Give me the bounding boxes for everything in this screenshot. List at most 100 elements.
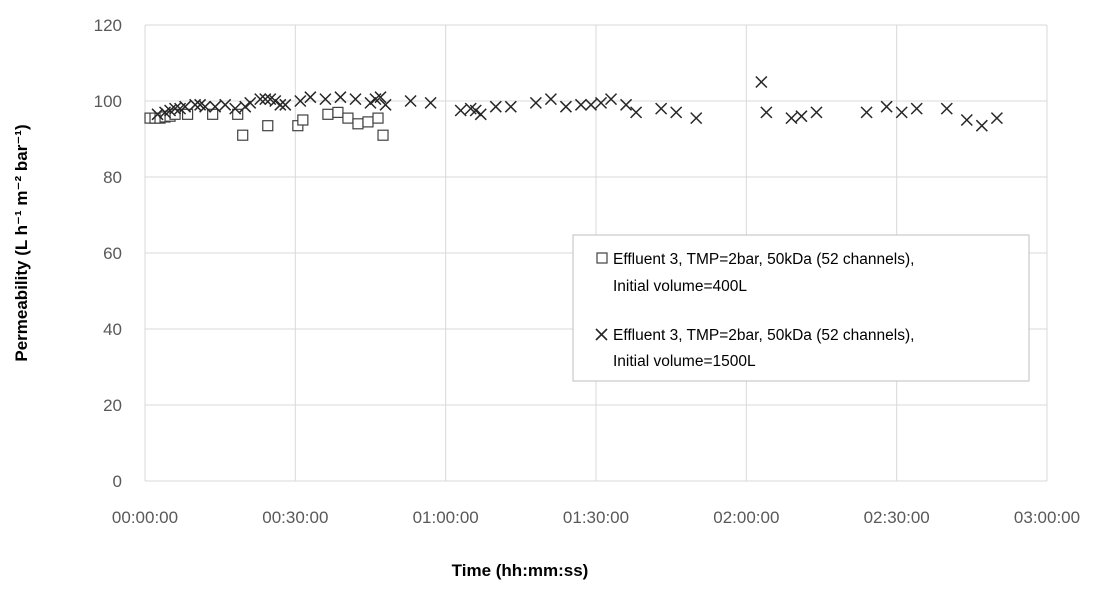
y-tick-labels: 0 20 40 60 80 100 120 — [94, 16, 122, 491]
y-tick-label: 40 — [103, 320, 122, 339]
x-tick-label: 01:00:00 — [413, 508, 479, 527]
legend-label-series-2-line-2: Initial volume=1500L — [613, 353, 756, 370]
data-point-x — [760, 106, 773, 119]
data-point-square — [237, 129, 249, 141]
data-point-x — [219, 98, 232, 111]
x-tick-label: 01:30:00 — [563, 508, 629, 527]
x-tick-labels: 00:00:00 00:30:00 01:00:00 01:30:00 02:00:00… — [112, 508, 1080, 527]
data-point-x — [620, 98, 633, 111]
data-point-x — [655, 102, 668, 115]
data-point-x — [895, 106, 908, 119]
data-point-x — [454, 104, 467, 117]
data-point-x — [239, 100, 252, 113]
data-point-x — [670, 106, 683, 119]
legend-label-series-1-line-2: Initial volume=400L — [613, 278, 747, 295]
data-point-square — [362, 116, 374, 128]
data-point-x — [910, 102, 923, 115]
data-point-x — [424, 96, 437, 109]
legend-label-series-2-line-1: Effluent 3, TMP=2bar, 50kDa (52 channels… — [613, 327, 914, 344]
data-point-x — [504, 100, 517, 113]
legend-box — [572, 234, 1030, 382]
data-point-x — [584, 98, 598, 111]
data-point-x — [279, 98, 292, 111]
data-point-x — [209, 100, 222, 113]
y-tick-label: 100 — [94, 92, 122, 111]
x-tick-label: 00:00:00 — [112, 508, 178, 527]
data-point-x — [594, 96, 608, 109]
legend-entry-series-1: Effluent 3, TMP=2bar, 50kDa (52 channels… — [596, 251, 914, 295]
data-point-x — [630, 106, 643, 119]
data-series — [144, 75, 1003, 141]
data-point-x — [785, 112, 798, 125]
data-point-x — [294, 94, 307, 108]
data-point-x — [199, 100, 212, 113]
data-point-x — [254, 93, 267, 106]
data-point-x — [574, 98, 587, 111]
data-point-x — [189, 98, 202, 111]
data-point-x — [334, 91, 347, 104]
legend-x-marker-icon — [595, 328, 608, 341]
data-point-x — [151, 108, 164, 121]
data-point-x — [274, 98, 287, 111]
data-point-x — [364, 96, 377, 109]
data-point-x — [244, 96, 257, 109]
data-point-square — [181, 108, 194, 120]
data-point-square — [232, 108, 244, 120]
data-point-x — [349, 93, 362, 106]
data-point-x — [960, 113, 973, 127]
data-point-x — [304, 91, 317, 104]
data-point-x — [880, 100, 893, 113]
data-point-x — [179, 100, 192, 113]
data-point-x — [795, 110, 808, 123]
data-point-square — [352, 118, 364, 130]
data-point-x — [529, 96, 542, 109]
y-axis-title: Permeability (L h⁻¹ m⁻² bar⁻¹) — [12, 124, 31, 361]
x-tick-label: 03:00:00 — [1014, 508, 1080, 527]
data-point-x — [860, 106, 873, 119]
data-point-square — [322, 108, 334, 120]
data-point-x — [469, 104, 482, 117]
data-point-x — [990, 112, 1003, 125]
legend: Effluent 3, TMP=2bar, 50kDa (52 channels… — [572, 234, 1030, 382]
data-point-square — [372, 112, 384, 124]
data-point-x — [489, 100, 502, 113]
data-point-x — [544, 93, 557, 106]
series-1 — [144, 106, 389, 141]
data-point-x — [319, 93, 332, 106]
data-point-square — [332, 106, 344, 119]
legend-label-series-1-line-1: Effluent 3, TMP=2bar, 50kDa (52 channels… — [613, 251, 914, 268]
data-point-x — [810, 106, 823, 119]
legend-entry-series-2: Effluent 3, TMP=2bar, 50kDa (52 channels… — [595, 327, 914, 370]
data-point-x — [975, 119, 988, 132]
data-point-x — [690, 112, 703, 125]
data-point-x — [605, 93, 618, 106]
y-tick-label: 20 — [103, 396, 122, 415]
data-point-x — [229, 102, 242, 115]
data-point-x — [169, 102, 182, 115]
x-axis-title: Time (hh:mm:ss) — [452, 561, 589, 580]
y-tick-label: 60 — [103, 244, 122, 263]
y-tick-label: 120 — [94, 16, 122, 35]
data-point-square — [262, 120, 274, 132]
data-point-x — [269, 94, 282, 108]
series-2 — [151, 75, 1003, 132]
x-tick-label: 02:00:00 — [713, 508, 779, 527]
y-tick-label: 80 — [103, 168, 122, 187]
data-point-square — [297, 114, 309, 126]
data-point-x — [940, 102, 953, 115]
data-point-x — [559, 100, 572, 113]
data-point-square — [342, 112, 354, 124]
legend-square-marker-icon — [596, 252, 608, 264]
data-point-x — [379, 98, 392, 111]
data-point-square — [377, 129, 389, 141]
data-point-x — [474, 108, 487, 121]
x-tick-label: 00:30:00 — [262, 508, 328, 527]
y-tick-label: 0 — [113, 472, 122, 491]
x-tick-label: 02:30:00 — [864, 508, 930, 527]
data-point-x — [755, 75, 768, 89]
data-point-x — [259, 93, 272, 106]
data-point-x — [404, 94, 417, 108]
data-point-x — [374, 91, 387, 104]
